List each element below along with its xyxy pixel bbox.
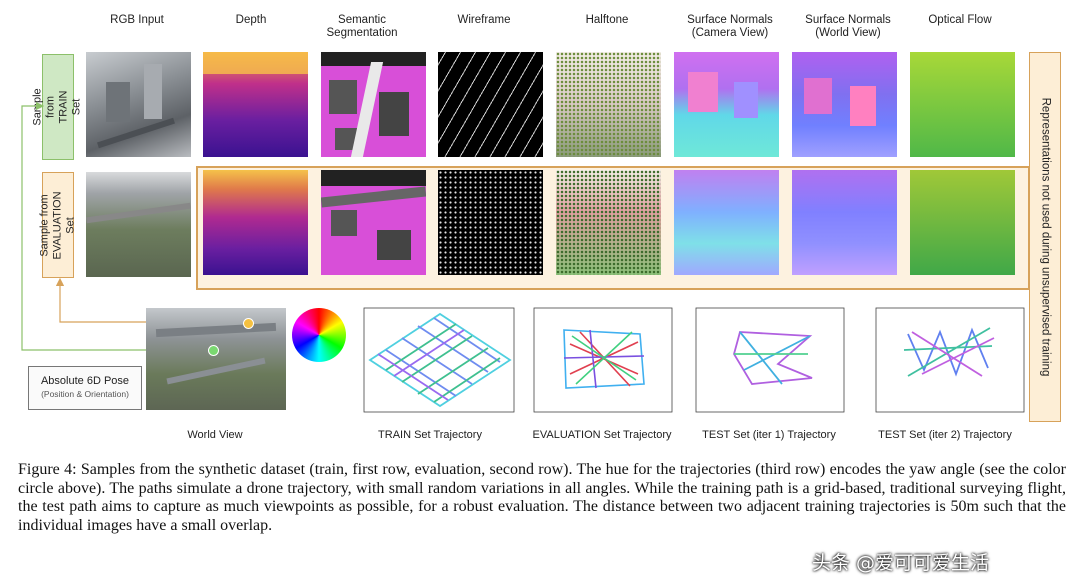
- row-label-train: Sample from TRAIN Set: [32, 54, 83, 160]
- test1-trajectory-plot: [695, 307, 845, 413]
- side-label-unused-representations: Representations not used during unsuperv…: [1029, 52, 1061, 422]
- eval-trajectory-label: EVALUATION Set Trajectory: [532, 429, 672, 441]
- train-halftone-image: [556, 52, 661, 157]
- col-header-wireframe: Wireframe: [457, 14, 511, 26]
- eval-normals-world-image: [792, 170, 897, 275]
- test1-trajectory-label: TEST Set (iter 1) Trajectory: [702, 429, 836, 441]
- eval-optical-flow-image: [910, 170, 1015, 275]
- test2-trajectory-label: TEST Set (iter 2) Trajectory: [878, 429, 1012, 441]
- train-trajectory-plot: [363, 307, 515, 413]
- eval-trajectory-plot: [533, 307, 673, 413]
- world-view-label: World View: [187, 429, 243, 441]
- eval-position-marker: [243, 318, 254, 329]
- eval-normals-camera-image: [674, 170, 779, 275]
- eval-semantic-image: [321, 170, 426, 275]
- col-header-depth: Depth: [235, 14, 267, 26]
- train-depth-image: [203, 52, 308, 157]
- col-header-halftone: Halftone: [585, 14, 629, 26]
- train-normals-camera-image: [674, 52, 779, 157]
- eval-depth-image: [203, 170, 308, 275]
- train-rgb-image: [86, 52, 191, 157]
- eval-halftone-image: [556, 170, 661, 275]
- train-optical-flow-image: [910, 52, 1015, 157]
- eval-rgb-image: [86, 172, 191, 277]
- pose-box-subtitle: (Position & Orientation): [41, 389, 129, 399]
- watermark: 头条 @爱可可爱生活: [812, 552, 990, 574]
- yaw-color-circle: [292, 308, 346, 362]
- train-position-marker: [208, 345, 219, 356]
- eval-wireframe-image: [438, 170, 543, 275]
- pose-box-title: Absolute 6D Pose: [40, 375, 130, 387]
- row-label-eval: Sample from EVALUATION Set: [39, 172, 77, 278]
- arrow-to-train: [21, 101, 213, 351]
- test2-trajectory-plot: [875, 307, 1025, 413]
- col-header-semantic: Semantic Segmentation: [326, 14, 398, 39]
- absolute-pose-box: Absolute 6D Pose (Position & Orientation…: [28, 366, 142, 410]
- world-view-image: [146, 308, 286, 410]
- col-header-rgb: RGB Input: [110, 14, 164, 26]
- col-header-normals-world: Surface Normals (World View): [805, 14, 891, 39]
- col-header-optical-flow: Optical Flow: [928, 14, 992, 26]
- train-trajectory-label: TRAIN Set Trajectory: [378, 429, 482, 441]
- col-header-normals-camera: Surface Normals (Camera View): [687, 14, 773, 39]
- train-semantic-image: [321, 52, 426, 157]
- train-wireframe-image: [438, 52, 543, 157]
- train-normals-world-image: [792, 52, 897, 157]
- figure-caption: Figure 4: Samples from the synthetic dat…: [18, 461, 1066, 534]
